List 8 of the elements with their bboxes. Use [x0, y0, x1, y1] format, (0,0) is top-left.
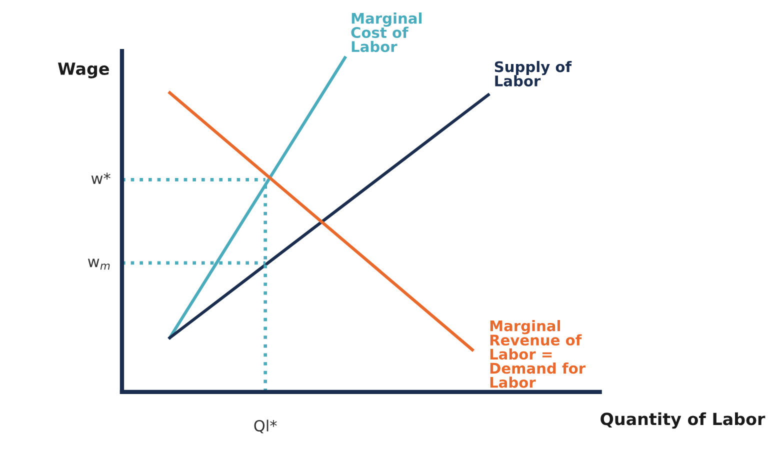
x-axis-title: Quantity of Labor	[600, 412, 766, 429]
y-axis-title: Wage	[58, 62, 109, 78]
series-label: Supply of Labor	[494, 60, 572, 86]
text: Ql*	[254, 420, 277, 434]
text: w*	[91, 172, 110, 184]
series-label: Marginal Revenue of Labor = Demand for Labor	[490, 320, 586, 388]
series-label: Marginal Cost of Labor	[351, 12, 422, 52]
text: w$_{m}$	[88, 258, 110, 270]
